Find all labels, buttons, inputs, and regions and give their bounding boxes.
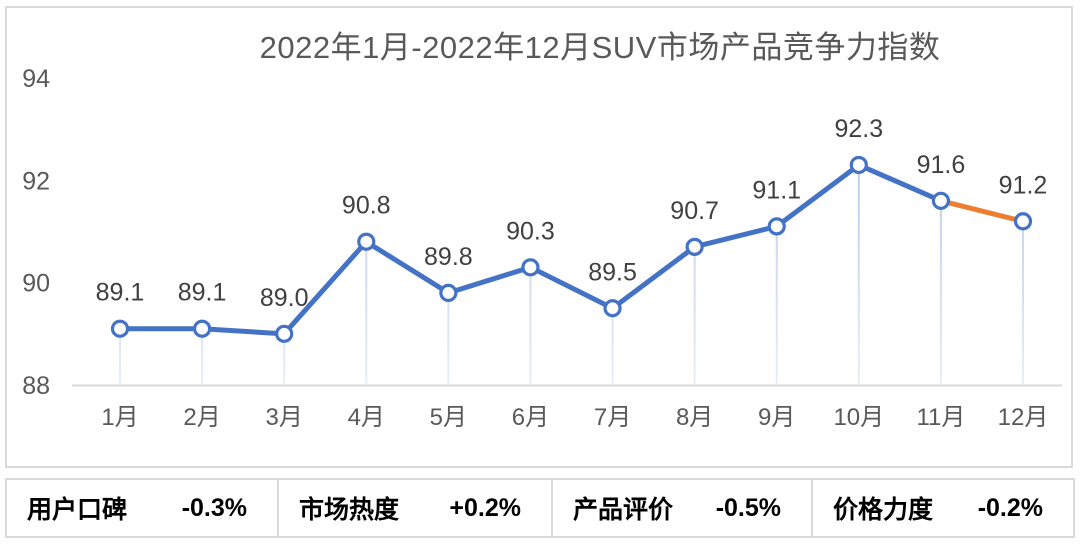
metric-price-power: 价格力度 -0.2% — [813, 480, 1073, 536]
metrics-bar: 用户口碑 -0.3% 市场热度 +0.2% 产品评价 -0.5% 价格力度 -0… — [5, 478, 1075, 538]
metric-market-heat: 市场热度 +0.2% — [279, 480, 553, 536]
metric-label: 用户口碑 — [27, 496, 128, 524]
metric-label: 价格力度 — [833, 496, 934, 524]
metric-value: -0.2% — [977, 493, 1043, 522]
metric-product-rating: 产品评价 -0.5% — [553, 480, 813, 536]
metric-value: -0.5% — [715, 493, 781, 522]
chart-panel — [5, 6, 1073, 468]
metric-user-review: 用户口碑 -0.3% — [7, 480, 279, 536]
metric-value: -0.3% — [181, 493, 247, 522]
chart-title: 2022年1月-2022年12月SUV市场产品竞争力指数 — [259, 30, 941, 65]
metric-value: +0.2% — [449, 493, 521, 522]
metric-label: 市场热度 — [299, 496, 400, 524]
metric-label: 产品评价 — [573, 496, 674, 524]
